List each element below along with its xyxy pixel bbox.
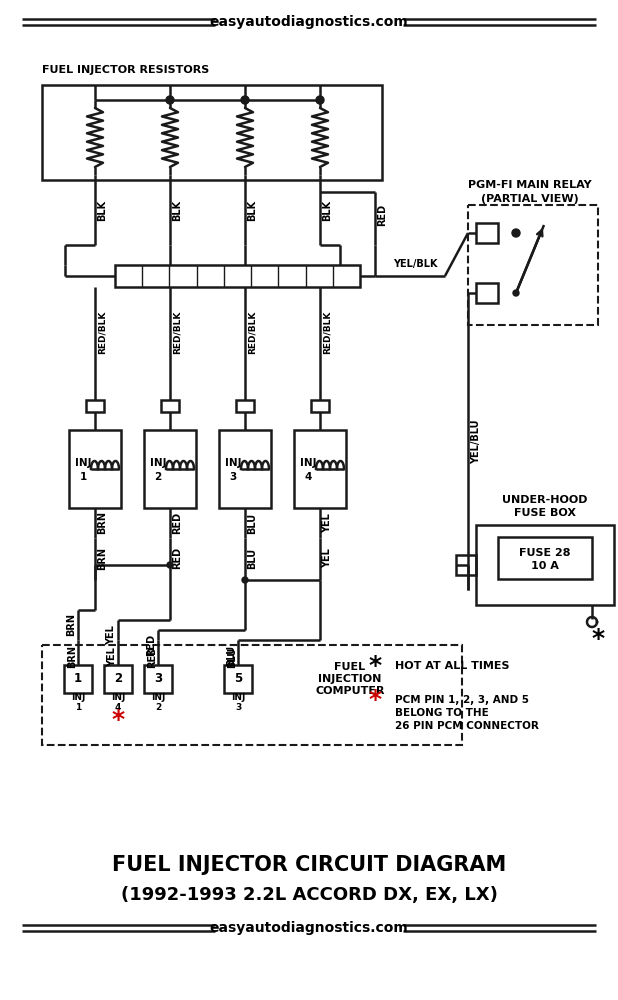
Text: RED/BLK: RED/BLK bbox=[323, 310, 331, 354]
Text: FUEL INJECTOR RESISTORS: FUEL INJECTOR RESISTORS bbox=[42, 65, 210, 75]
Text: BLU: BLU bbox=[227, 646, 237, 668]
Bar bbox=[476, 223, 498, 243]
Bar bbox=[104, 665, 132, 693]
Text: BLK: BLK bbox=[97, 199, 107, 221]
Text: *: * bbox=[368, 654, 381, 678]
Text: INJ: INJ bbox=[75, 458, 91, 468]
Text: BRN: BRN bbox=[66, 613, 76, 637]
Text: YEL: YEL bbox=[322, 513, 332, 533]
Bar bbox=[144, 430, 196, 508]
Text: 3: 3 bbox=[235, 704, 241, 712]
Bar bbox=[294, 430, 346, 508]
Bar bbox=[42, 645, 462, 745]
Bar bbox=[86, 400, 104, 412]
Bar bbox=[476, 283, 498, 303]
Text: YEL: YEL bbox=[107, 647, 117, 667]
Text: *: * bbox=[368, 688, 381, 712]
Text: 4: 4 bbox=[304, 472, 311, 482]
Text: INJ: INJ bbox=[111, 694, 125, 702]
Circle shape bbox=[316, 96, 324, 104]
Text: PCM PIN 1, 2, 3, AND 5: PCM PIN 1, 2, 3, AND 5 bbox=[395, 695, 529, 705]
Text: (1992-1993 2.2L ACCORD DX, EX, LX): (1992-1993 2.2L ACCORD DX, EX, LX) bbox=[121, 886, 497, 904]
Text: RED/BLK: RED/BLK bbox=[98, 310, 106, 354]
Text: BLK: BLK bbox=[247, 199, 257, 221]
Circle shape bbox=[166, 96, 174, 104]
Text: PGM-FI MAIN RELAY: PGM-FI MAIN RELAY bbox=[468, 180, 592, 190]
Text: BLU: BLU bbox=[247, 547, 257, 569]
Text: RED: RED bbox=[172, 512, 182, 534]
Text: BLK: BLK bbox=[322, 199, 332, 221]
Text: HOT AT ALL TIMES: HOT AT ALL TIMES bbox=[395, 661, 509, 671]
Bar bbox=[161, 400, 179, 412]
Text: UNDER-HOOD: UNDER-HOOD bbox=[502, 495, 588, 505]
Bar bbox=[64, 665, 92, 693]
Text: FUSE BOX: FUSE BOX bbox=[514, 508, 576, 518]
Text: YEL/BLU: YEL/BLU bbox=[471, 419, 481, 464]
Text: RED: RED bbox=[377, 204, 387, 226]
Text: *: * bbox=[591, 627, 604, 651]
Text: FUEL INJECTOR CIRCUIT DIAGRAM: FUEL INJECTOR CIRCUIT DIAGRAM bbox=[112, 855, 506, 875]
Bar bbox=[144, 665, 172, 693]
Text: RED: RED bbox=[147, 646, 157, 668]
Text: YEL: YEL bbox=[322, 548, 332, 568]
Bar bbox=[456, 555, 476, 575]
Text: 1: 1 bbox=[79, 472, 87, 482]
Text: BLK: BLK bbox=[172, 199, 182, 221]
Text: *: * bbox=[111, 708, 125, 732]
Text: BRN: BRN bbox=[97, 512, 107, 534]
Circle shape bbox=[167, 562, 173, 568]
Circle shape bbox=[513, 290, 519, 296]
Text: INJ: INJ bbox=[71, 694, 85, 702]
Text: 26 PIN PCM CONNECTOR: 26 PIN PCM CONNECTOR bbox=[395, 721, 539, 731]
Text: 4: 4 bbox=[115, 704, 121, 712]
Text: RED/BLK: RED/BLK bbox=[247, 310, 256, 354]
Text: 2: 2 bbox=[155, 704, 161, 712]
Text: FUSE 28: FUSE 28 bbox=[519, 548, 571, 558]
Text: BRN: BRN bbox=[97, 546, 107, 570]
Text: INJ: INJ bbox=[151, 694, 165, 702]
Text: 1: 1 bbox=[75, 704, 81, 712]
Bar bbox=[498, 537, 592, 579]
Text: 3: 3 bbox=[154, 672, 162, 686]
Text: INJ: INJ bbox=[225, 458, 241, 468]
Text: FUEL
INJECTION
COMPUTER: FUEL INJECTION COMPUTER bbox=[315, 662, 385, 696]
Text: easyautodiagnostics.com: easyautodiagnostics.com bbox=[210, 921, 408, 935]
Text: RED: RED bbox=[172, 547, 182, 569]
Text: BLU: BLU bbox=[226, 644, 236, 666]
Bar bbox=[311, 400, 329, 412]
Bar bbox=[476, 525, 614, 605]
Text: (PARTIAL VIEW): (PARTIAL VIEW) bbox=[481, 194, 579, 204]
Text: 2: 2 bbox=[114, 672, 122, 686]
Text: INJ: INJ bbox=[300, 458, 316, 468]
Circle shape bbox=[512, 229, 520, 237]
Bar bbox=[42, 85, 382, 180]
Circle shape bbox=[242, 577, 248, 583]
Text: RED: RED bbox=[146, 634, 156, 656]
Text: easyautodiagnostics.com: easyautodiagnostics.com bbox=[210, 15, 408, 29]
Text: 5: 5 bbox=[234, 672, 242, 686]
Text: 1: 1 bbox=[74, 672, 82, 686]
Text: RED/BLK: RED/BLK bbox=[172, 310, 182, 354]
Text: 10 A: 10 A bbox=[531, 561, 559, 571]
Text: INJ: INJ bbox=[231, 694, 245, 702]
Text: 2: 2 bbox=[154, 472, 162, 482]
Bar bbox=[219, 430, 271, 508]
Text: BELONG TO THE: BELONG TO THE bbox=[395, 708, 489, 718]
Text: YEL: YEL bbox=[106, 625, 116, 645]
Text: INJ: INJ bbox=[150, 458, 166, 468]
Bar bbox=[115, 265, 360, 287]
Bar bbox=[224, 665, 252, 693]
Circle shape bbox=[241, 96, 249, 104]
Text: 3: 3 bbox=[229, 472, 237, 482]
Text: YEL/BLK: YEL/BLK bbox=[393, 259, 438, 269]
Bar bbox=[468, 205, 598, 325]
Bar bbox=[69, 430, 121, 508]
Bar bbox=[236, 400, 254, 412]
Text: BRN: BRN bbox=[67, 646, 77, 668]
Text: BLU: BLU bbox=[247, 512, 257, 534]
